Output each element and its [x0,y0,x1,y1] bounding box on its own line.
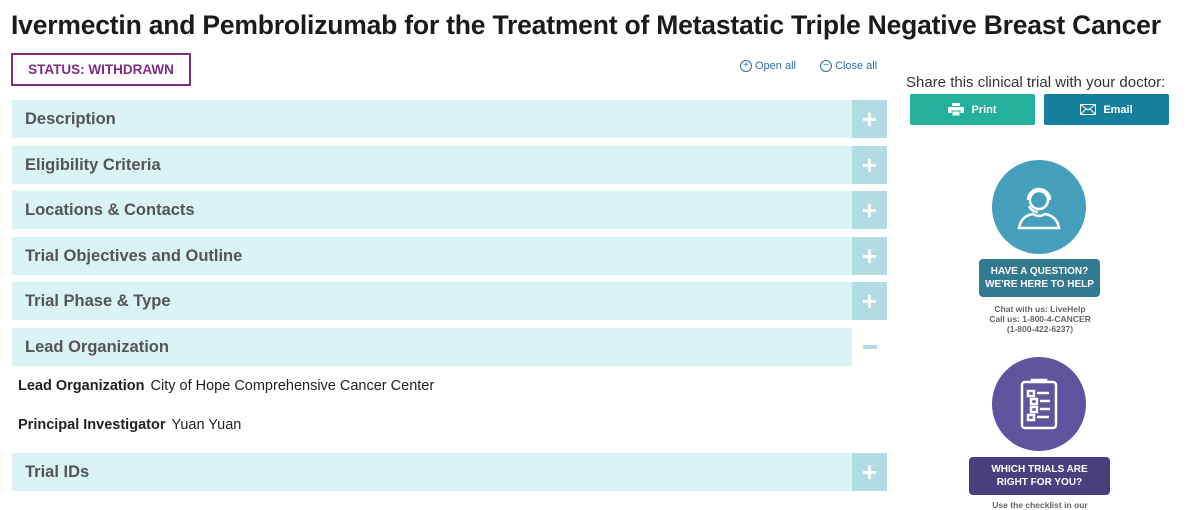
trials-subtext: Use the checklist in our [992,500,1088,510]
accordion-trial-objectives[interactable]: Trial Objectives and Outline + [12,237,887,275]
email-label: Email [1103,103,1133,116]
plus-icon[interactable]: + [852,100,887,138]
help-contact: Chat with us: LiveHelp Call us: 1-800-4-… [940,304,1140,334]
plus-circle-icon: + [740,60,752,72]
field-label: Lead Organization [18,378,145,394]
accordion-label: Lead Organization [25,337,169,356]
field-value: Yuan Yuan [171,417,242,433]
minus-icon[interactable] [852,328,887,366]
field-label: Principal Investigator [18,417,166,433]
trials-line1: WHICH TRIALS ARE [991,464,1088,475]
print-label: Print [971,103,997,116]
accordion-label: Locations & Contacts [25,200,195,219]
open-all-label: Open all [755,60,796,72]
field-value: City of Hope Comprehensive Cancer Center [150,378,435,394]
share-text: Share this clinical trial with your doct… [906,74,1166,91]
plus-icon[interactable]: + [852,191,887,229]
accordion-label: Trial IDs [25,462,90,481]
livehelp-link[interactable]: Chat with us: LiveHelp [994,304,1086,314]
accordion-trial-ids[interactable]: Trial IDs + [12,453,887,491]
accordion-label: Eligibility Criteria [25,155,161,174]
print-button[interactable]: Print [910,94,1035,125]
plus-icon[interactable]: + [852,453,887,491]
accordion-trial-phase-type[interactable]: Trial Phase & Type + [12,282,887,320]
help-line2: WE'RE HERE TO HELP [985,279,1094,290]
accordion-eligibility-criteria[interactable]: Eligibility Criteria + [12,146,887,184]
which-trials-button[interactable]: WHICH TRIALS ARE RIGHT FOR YOU? [969,457,1110,495]
accordion-lead-organization[interactable]: Lead Organization [12,328,852,366]
close-all-label: Close all [835,60,878,72]
plus-icon[interactable]: + [852,146,887,184]
lead-organization-field: Lead Organization City of Hope Comprehens… [18,378,434,394]
checklist-clipboard-icon [1020,378,1058,430]
headset-person-icon [1017,187,1061,230]
status-badge: STATUS: WITHDRAWN [11,53,191,86]
plus-icon[interactable]: + [852,237,887,275]
envelope-icon [1080,104,1097,115]
principal-investigator-field: Principal Investigator Yuan Yuan [18,417,241,433]
page-title: Ivermectin and Pembrolizumab for the Tre… [11,10,1161,40]
phone-text: (1-800-422-6237) [1006,324,1074,334]
accordion-label: Trial Phase & Type [25,291,171,310]
trials-line2: RIGHT FOR YOU? [996,477,1083,488]
close-all-button[interactable]: − Close all [820,60,877,72]
help-line1: HAVE A QUESTION? [990,266,1089,277]
accordion-label: Trial Objectives and Outline [25,246,243,265]
have-a-question-button[interactable]: HAVE A QUESTION? WE'RE HERE TO HELP [979,259,1100,297]
help-circle[interactable] [992,160,1086,254]
email-button[interactable]: Email [1044,94,1169,125]
open-all-button[interactable]: + Open all [740,60,796,72]
trials-circle[interactable] [992,357,1086,451]
printer-icon [948,103,965,116]
call-text: Call us: 1-800-4-CANCER [989,314,1091,324]
accordion-locations-contacts[interactable]: Locations & Contacts + [12,191,887,229]
accordion-description[interactable]: Description + [12,100,887,138]
minus-circle-icon: − [820,60,832,72]
plus-icon[interactable]: + [852,282,887,320]
accordion-label: Description [25,109,116,128]
